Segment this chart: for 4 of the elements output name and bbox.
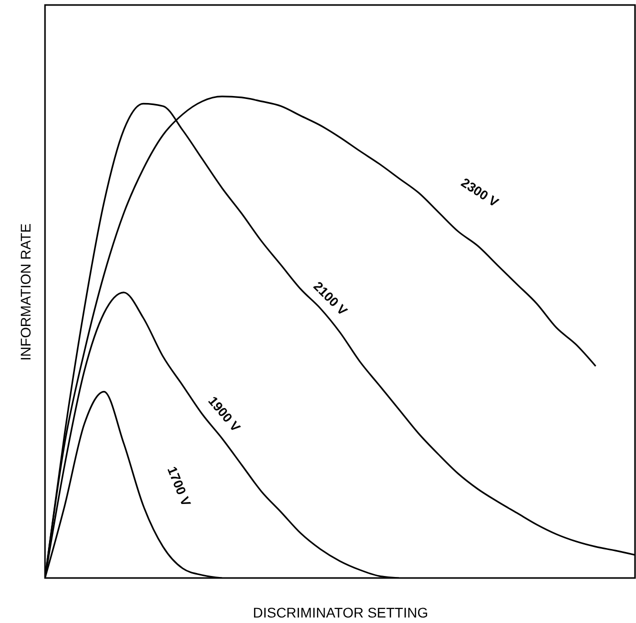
- text: 2300 V: [458, 174, 502, 210]
- y-axis-title: INFORMATION RATE: [18, 223, 34, 361]
- text: 1700 V: [164, 464, 194, 509]
- x-axis-title: DISCRIMINATOR SETTING: [252, 604, 428, 620]
